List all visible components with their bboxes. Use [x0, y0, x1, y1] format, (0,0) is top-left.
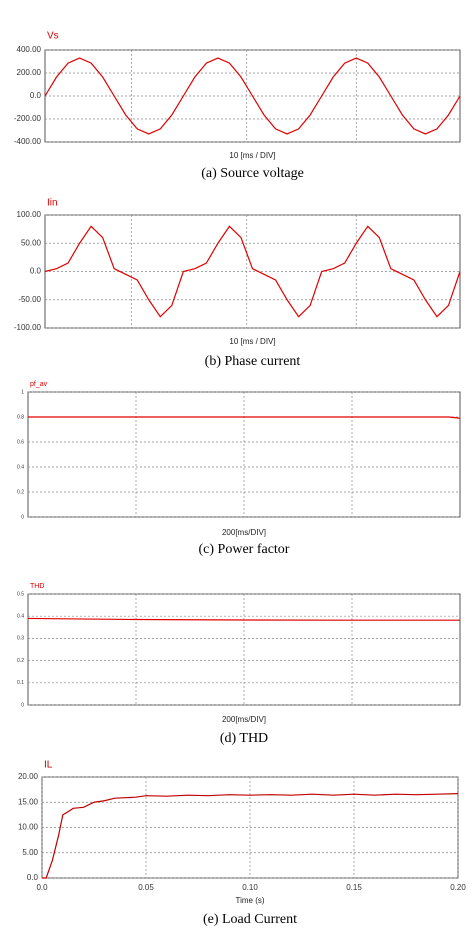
y-tick-label: 0.5	[17, 591, 24, 597]
y-tick-label: 0.2	[17, 489, 24, 495]
x-tick-label: 0.10	[242, 883, 258, 892]
y-tick-label: 0.4	[17, 464, 24, 470]
series-line	[44, 225, 461, 318]
y-tick-label: 20.00	[18, 772, 39, 781]
y-tick-label: -400.00	[14, 137, 42, 146]
plot-frame	[27, 391, 461, 518]
y-tick-label: 0.0	[30, 267, 42, 276]
caption: (d) THD	[220, 731, 268, 746]
series-name: pf_av	[30, 381, 48, 388]
y-tick-label: -50.00	[18, 295, 41, 304]
x-axis-label: 10 [ms / DIV]	[229, 151, 275, 160]
y-tick-label: 100.00	[17, 210, 42, 219]
y-tick-label: 5.00	[22, 848, 38, 857]
series-line	[27, 617, 460, 621]
x-tick-label: 0.20	[450, 883, 466, 892]
y-tick-label: 0.6	[17, 439, 24, 445]
series-name: IL	[44, 760, 53, 771]
caption: (b) Phase current	[205, 354, 301, 369]
x-axis-label: Time (s)	[235, 896, 264, 905]
y-tick-label: 0	[21, 514, 24, 520]
x-tick-label: 0.15	[346, 883, 362, 892]
series-name: Vs	[47, 31, 59, 42]
y-tick-label: 200.00	[17, 68, 42, 77]
y-tick-label: -100.00	[14, 323, 42, 332]
caption: (e) Load Current	[203, 912, 297, 927]
y-tick-label: 0.0	[30, 91, 42, 100]
y-tick-label: 0.8	[17, 414, 24, 420]
x-tick-label: 0.05	[138, 883, 154, 892]
x-axis-label: 10 [ms / DIV]	[229, 337, 275, 346]
y-tick-label: 0.0	[27, 873, 39, 882]
y-tick-label: -200.00	[14, 114, 42, 123]
y-tick-label: 400.00	[17, 45, 42, 54]
caption: (c) Power factor	[199, 542, 290, 557]
y-tick-label: 0.3	[17, 636, 24, 642]
series-line	[44, 57, 461, 135]
x-tick-label: 0.0	[36, 883, 48, 892]
series-name: Iin	[47, 198, 58, 209]
y-tick-label: 15.00	[18, 797, 39, 806]
y-tick-label: 0	[21, 702, 24, 708]
y-tick-label: 50.00	[21, 238, 42, 247]
y-tick-label: 0.1	[17, 680, 24, 686]
series-name: THD	[30, 583, 44, 590]
x-axis-label: 200[ms/DIV]	[222, 528, 266, 537]
series-line	[42, 793, 459, 879]
series-line	[28, 416, 461, 419]
x-axis-label: 200[ms/DIV]	[222, 715, 266, 724]
y-tick-label: 0.2	[17, 658, 24, 664]
y-tick-label: 10.00	[18, 823, 39, 832]
y-tick-label: 1	[21, 389, 24, 395]
y-tick-label: 0.4	[17, 614, 24, 620]
caption: (a) Source voltage	[201, 166, 304, 181]
